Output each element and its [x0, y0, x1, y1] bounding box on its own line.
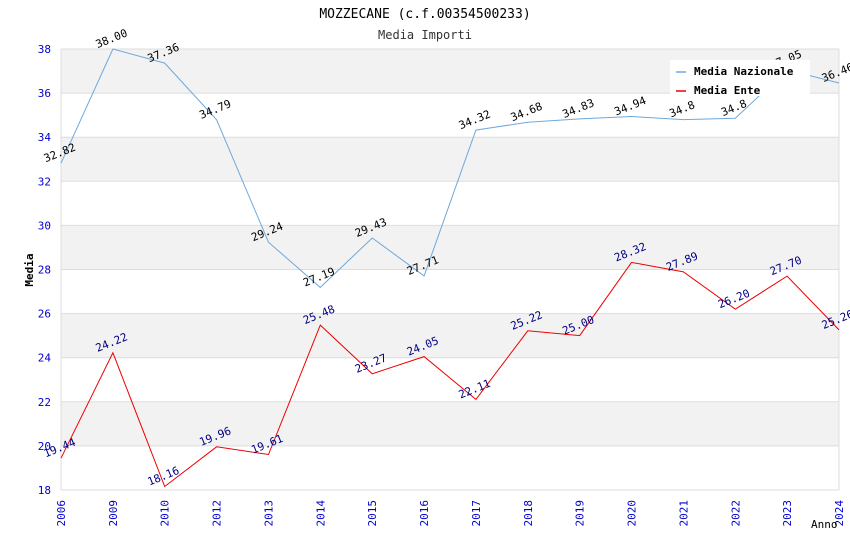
x-tick-label: 2021: [677, 500, 690, 527]
y-axis-title: Media: [23, 253, 36, 286]
x-tick-label: 2009: [107, 500, 120, 527]
data-label: 34.68: [509, 100, 545, 124]
data-label: 18.16: [146, 464, 182, 488]
data-label: 34.83: [561, 96, 597, 120]
x-tick-label: 2019: [574, 500, 587, 527]
x-tick-label: 2006: [55, 500, 68, 527]
y-tick-label: 18: [38, 484, 51, 497]
data-label: 34.94: [612, 94, 648, 119]
y-tick-label: 36: [38, 87, 51, 100]
x-tick-label: 2017: [470, 500, 483, 527]
x-tick-label: 2018: [522, 500, 535, 527]
plot-band: [61, 401, 839, 446]
y-axis: 18 20 22 24 26 28 30 32 34 36 38: [38, 43, 52, 497]
x-tick-label: 2015: [366, 500, 379, 527]
x-tick-label: 2024: [833, 500, 846, 527]
x-tick-label: 2023: [781, 500, 794, 527]
x-axis: 2006 2009 2010 2012 2013 2014 2015 2016 2017 2018…: [55, 500, 846, 527]
legend-label-media-nazionale: Media Nazionale: [694, 65, 794, 78]
y-tick-label: 28: [38, 264, 51, 277]
x-tick-label: 2010: [159, 500, 172, 527]
legend-label-media-ente: Media Ente: [694, 84, 761, 97]
data-label: 34.8: [667, 98, 696, 120]
plot-band: [61, 225, 839, 270]
data-label: 34.8: [719, 97, 748, 119]
y-tick-label: 38: [38, 43, 51, 56]
chart-title: MOZZECANE (c.f.00354500233): [319, 7, 530, 22]
y-tick-label: 22: [38, 396, 51, 409]
chart-subtitle: Media Importi: [378, 28, 472, 42]
legend-box: [670, 60, 810, 96]
y-tick-label: 20: [38, 440, 51, 453]
data-label: 22.11: [457, 377, 493, 401]
x-tick-label: 2013: [262, 500, 275, 527]
x-tick-label: 2012: [211, 500, 224, 527]
series-line-media-nazionale: [60, 48, 840, 289]
x-tick-label: 2020: [626, 500, 639, 527]
series-line-media-ente: [60, 261, 840, 488]
y-tick-label: 26: [38, 308, 51, 321]
y-tick-label: 32: [38, 175, 51, 188]
data-label: 26.20: [716, 287, 752, 311]
legend: Media Nazionale Media Ente: [670, 60, 810, 97]
data-label: 38.00: [94, 27, 130, 51]
y-tick-label: 34: [38, 131, 52, 144]
x-tick-label: 2022: [729, 500, 742, 527]
x-tick-label: 2016: [418, 500, 431, 527]
x-axis-title: Anno: [811, 518, 838, 531]
y-tick-label: 24: [38, 352, 52, 365]
series-lines: [60, 48, 840, 488]
plot-bands: [61, 49, 839, 446]
y-tick-label: 30: [38, 219, 51, 232]
plot-band: [61, 313, 839, 358]
x-tick-label: 2014: [314, 500, 327, 527]
plot-band: [61, 137, 839, 182]
grid: [60, 48, 840, 491]
